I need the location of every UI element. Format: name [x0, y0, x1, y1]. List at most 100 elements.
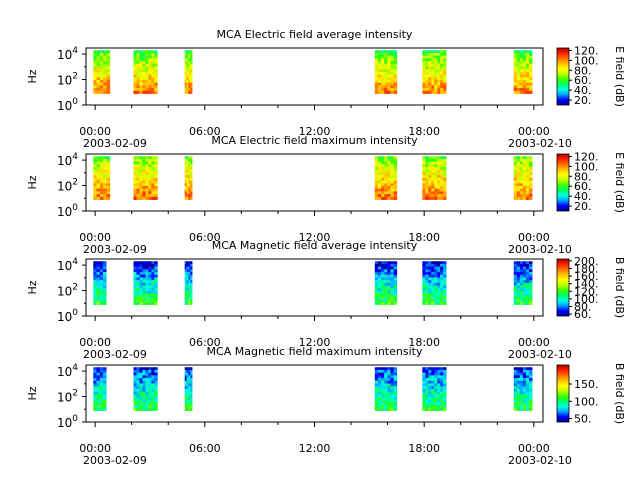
x-tick-label: 12:00	[299, 442, 331, 455]
x-tick-label: 00:00	[79, 125, 111, 138]
data-block	[133, 156, 158, 200]
data-block	[422, 156, 447, 200]
colorbar-tick-label: 20.	[574, 94, 592, 107]
data-block	[513, 367, 533, 411]
x-start-date: 2003-02-09	[83, 243, 147, 256]
panel-title: MCA Magnetic field maximum intensity	[207, 345, 423, 358]
data-block	[133, 50, 158, 94]
y-tick-label: 102	[57, 389, 78, 405]
x-tick-label: 00:00	[518, 231, 550, 244]
x-start-date: 2003-02-09	[83, 137, 147, 150]
x-tick-label: 06:00	[189, 442, 221, 455]
colorbar-tick-label: 60.	[574, 308, 592, 321]
colorbar-tick-label: 50.	[574, 413, 592, 426]
x-tick-label: 18:00	[408, 336, 440, 349]
y-axis-label: Hz	[26, 386, 39, 400]
x-end-date: 2003-02-10	[508, 348, 572, 361]
spectrogram	[93, 156, 533, 200]
data-block	[133, 261, 158, 305]
panel-3: MCA Magnetic field average intensity1001…	[26, 239, 626, 361]
data-block	[513, 156, 533, 200]
colorbar-tick-label: 200.	[574, 255, 599, 268]
colorbar-tick-label: 120.	[574, 44, 599, 57]
panel-title: MCA Electric field average intensity	[217, 28, 413, 41]
colorbar-tick-label: 60.	[574, 180, 592, 193]
colorbar-label: B field (dB)	[613, 363, 626, 424]
panel-1: MCA Electric field average intensity1001…	[26, 28, 626, 150]
x-end-date: 2003-02-10	[508, 454, 572, 467]
x-tick-label: 00:00	[518, 442, 550, 455]
colorbar-label: B field (dB)	[613, 257, 626, 318]
x-tick-label: 00:00	[79, 442, 111, 455]
x-tick-label: 18:00	[408, 231, 440, 244]
x-tick-label: 18:00	[408, 442, 440, 455]
data-block	[184, 156, 193, 200]
x-tick-label: 06:00	[189, 231, 221, 244]
y-axis: 100 102 104	[57, 46, 86, 113]
colorbar-tick-label: 80.	[574, 170, 592, 183]
y-axis: 100 102 104	[57, 152, 86, 219]
data-block	[93, 50, 111, 94]
data-block	[133, 367, 158, 411]
data-block	[184, 50, 193, 94]
colorbar-tick-label: 100.	[574, 160, 599, 173]
y-tick-label: 104	[57, 257, 78, 273]
colorbar-scale	[556, 153, 570, 212]
colorbar: 20.40.60.80.100.120. E field (dB)	[556, 44, 626, 107]
spectrogram	[93, 261, 533, 305]
x-tick-label: 00:00	[79, 231, 111, 244]
spectrogram	[93, 367, 533, 411]
y-tick-label: 100	[57, 414, 78, 430]
y-axis-label: Hz	[26, 69, 39, 83]
y-tick-label: 102	[57, 283, 78, 299]
colorbar: 60.80.100.120.140.160.180.200. B field (d…	[556, 255, 626, 321]
data-block	[93, 156, 111, 200]
x-tick-label: 18:00	[408, 125, 440, 138]
colorbar-tick-label: 20.	[574, 200, 592, 213]
x-tick-label: 12:00	[299, 231, 331, 244]
colorbar: 50. 100. 150. B field (dB)	[556, 363, 626, 426]
data-block	[184, 261, 193, 305]
x-tick-label: 06:00	[189, 125, 221, 138]
colorbar-tick-label: 40.	[574, 84, 592, 97]
colorbar-tick-label: 100.	[574, 395, 599, 408]
data-block	[422, 367, 447, 411]
colorbar-scale	[556, 47, 570, 106]
colorbar-tick-label: 60.	[574, 74, 592, 87]
panel-4: MCA Magnetic field maximum intensity 100 1…	[26, 345, 626, 467]
colorbar-scale	[556, 258, 570, 317]
y-axis-label: Hz	[26, 175, 39, 189]
y-tick-label: 104	[57, 152, 78, 168]
colorbar-tick-label: 180.	[574, 263, 599, 276]
x-tick-label: 00:00	[518, 336, 550, 349]
colorbar-tick-label: 120.	[574, 285, 599, 298]
y-tick-label: 102	[57, 178, 78, 194]
data-block	[422, 261, 447, 305]
y-axis-label: Hz	[26, 280, 39, 294]
data-block	[374, 50, 398, 94]
colorbar-label: E field (dB)	[613, 152, 626, 213]
spectrogram	[93, 50, 533, 94]
x-tick-label: 12:00	[299, 336, 331, 349]
data-block	[374, 367, 398, 411]
y-tick-label: 104	[57, 46, 78, 62]
y-tick-label: 102	[57, 72, 78, 88]
panel-title: MCA Magnetic field average intensity	[212, 239, 418, 252]
colorbar-tick-label: 100.	[574, 293, 599, 306]
colorbar-tick-label: 100.	[574, 54, 599, 67]
x-tick-label: 12:00	[299, 125, 331, 138]
data-block	[184, 367, 193, 411]
x-start-date: 2003-02-09	[83, 454, 147, 467]
x-end-date: 2003-02-10	[508, 137, 572, 150]
data-block	[422, 50, 447, 94]
y-axis: 100 102 104	[57, 257, 86, 324]
colorbar: 20.40.60.80.100.120. E field (dB)	[556, 150, 626, 213]
colorbar-tick-label: 80.	[574, 301, 592, 314]
y-tick-label: 100	[57, 203, 78, 219]
colorbar-tick-label: 120.	[574, 150, 599, 163]
x-tick-label: 06:00	[189, 336, 221, 349]
